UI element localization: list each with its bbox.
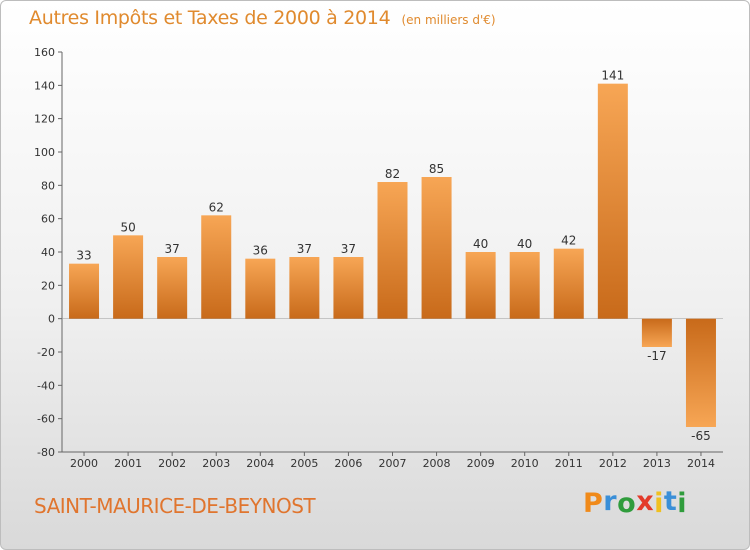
bar-2001 xyxy=(113,235,144,319)
data-label-2002: 37 xyxy=(165,242,180,256)
data-label-2009: 40 xyxy=(473,237,488,251)
x-tick-label: 2005 xyxy=(290,457,318,470)
y-tick-label: -80 xyxy=(37,446,55,459)
bar-2014 xyxy=(685,318,716,427)
x-tick-label: 2000 xyxy=(70,457,98,470)
bar-2003 xyxy=(201,215,232,319)
x-tick-label: 2013 xyxy=(643,457,671,470)
bar-2000 xyxy=(69,263,100,319)
bar-2002 xyxy=(157,257,188,319)
y-tick-label: 20 xyxy=(41,279,55,292)
title-row: Autres Impôts et Taxes de 2000 à 2014 (e… xyxy=(29,7,496,29)
data-label-2003: 62 xyxy=(209,200,224,214)
y-tick-label: 0 xyxy=(48,313,55,326)
logo-letter: t xyxy=(663,486,678,517)
data-label-2010: 40 xyxy=(517,237,532,251)
data-label-2006: 37 xyxy=(341,242,356,256)
logo-letter: P xyxy=(583,488,604,519)
y-tick-label: 100 xyxy=(34,146,55,159)
chart-title: Autres Impôts et Taxes de 2000 à 2014 xyxy=(29,7,391,29)
chart-subtitle: (en milliers d'€) xyxy=(401,13,496,27)
y-tick-label: 120 xyxy=(34,113,55,126)
y-tick-label: 60 xyxy=(41,213,55,226)
y-tick-label: 160 xyxy=(34,46,55,59)
bar-2010 xyxy=(509,252,540,319)
bar-2007 xyxy=(377,182,408,319)
commune-name: SAINT-MAURICE-DE-BEYNOST xyxy=(34,494,316,518)
y-tick-label: 140 xyxy=(34,79,55,92)
data-labels: 33 50 37 62 36 37 37 82 85 40 40 42 141 -17 -65 xyxy=(76,69,710,443)
data-label-2014: -65 xyxy=(691,429,711,443)
bar-2004 xyxy=(245,258,276,319)
data-label-2013: -17 xyxy=(647,349,667,363)
bar-2005 xyxy=(289,257,320,319)
logo-letter: r xyxy=(603,486,618,517)
data-label-2007: 82 xyxy=(385,167,400,181)
data-label-2012: 141 xyxy=(601,69,624,83)
y-tick-label: 40 xyxy=(41,246,55,259)
bar-2013 xyxy=(641,318,672,347)
y-tick-label: -60 xyxy=(37,413,55,426)
bar-2009 xyxy=(465,252,496,319)
x-tick-label: 2004 xyxy=(246,457,274,470)
bars xyxy=(69,83,716,427)
x-tick-label: 2009 xyxy=(467,457,495,470)
data-label-2005: 37 xyxy=(297,242,312,256)
logo-letter: i xyxy=(654,488,664,519)
x-tick-label: 2012 xyxy=(599,457,627,470)
bar-2006 xyxy=(333,257,364,319)
data-label-2001: 50 xyxy=(120,220,135,234)
data-label-2008: 85 xyxy=(429,162,444,176)
axes: -80 -60 -40 -20 0 20 40 60 80 100 120 140 160 2000 200… xyxy=(34,46,723,470)
y-tick-label: -40 xyxy=(37,379,55,392)
x-tick-label: 2010 xyxy=(511,457,539,470)
x-tick-label: 2011 xyxy=(555,457,583,470)
data-label-2004: 36 xyxy=(253,244,268,258)
x-tick-label: 2006 xyxy=(334,457,362,470)
logo-letter: i xyxy=(677,488,688,519)
x-tick-label: 2014 xyxy=(687,457,715,470)
x-tick-label: 2008 xyxy=(423,457,451,470)
bar-2011 xyxy=(553,248,584,319)
y-tick-label: -20 xyxy=(37,346,55,359)
logo-letter: o xyxy=(617,488,637,519)
x-tick-label: 2007 xyxy=(379,457,407,470)
x-tick-label: 2002 xyxy=(158,457,186,470)
data-label-2000: 33 xyxy=(76,249,91,263)
x-tick-label: 2003 xyxy=(202,457,230,470)
bar-2012 xyxy=(597,83,628,319)
proxiti-logo[interactable]: Proxiti xyxy=(583,486,688,519)
logo-letter: x xyxy=(636,486,655,517)
data-label-2011: 42 xyxy=(561,234,576,248)
y-tick-label: 80 xyxy=(41,179,55,192)
x-tick-label: 2001 xyxy=(114,457,142,470)
bar-2008 xyxy=(421,177,452,319)
